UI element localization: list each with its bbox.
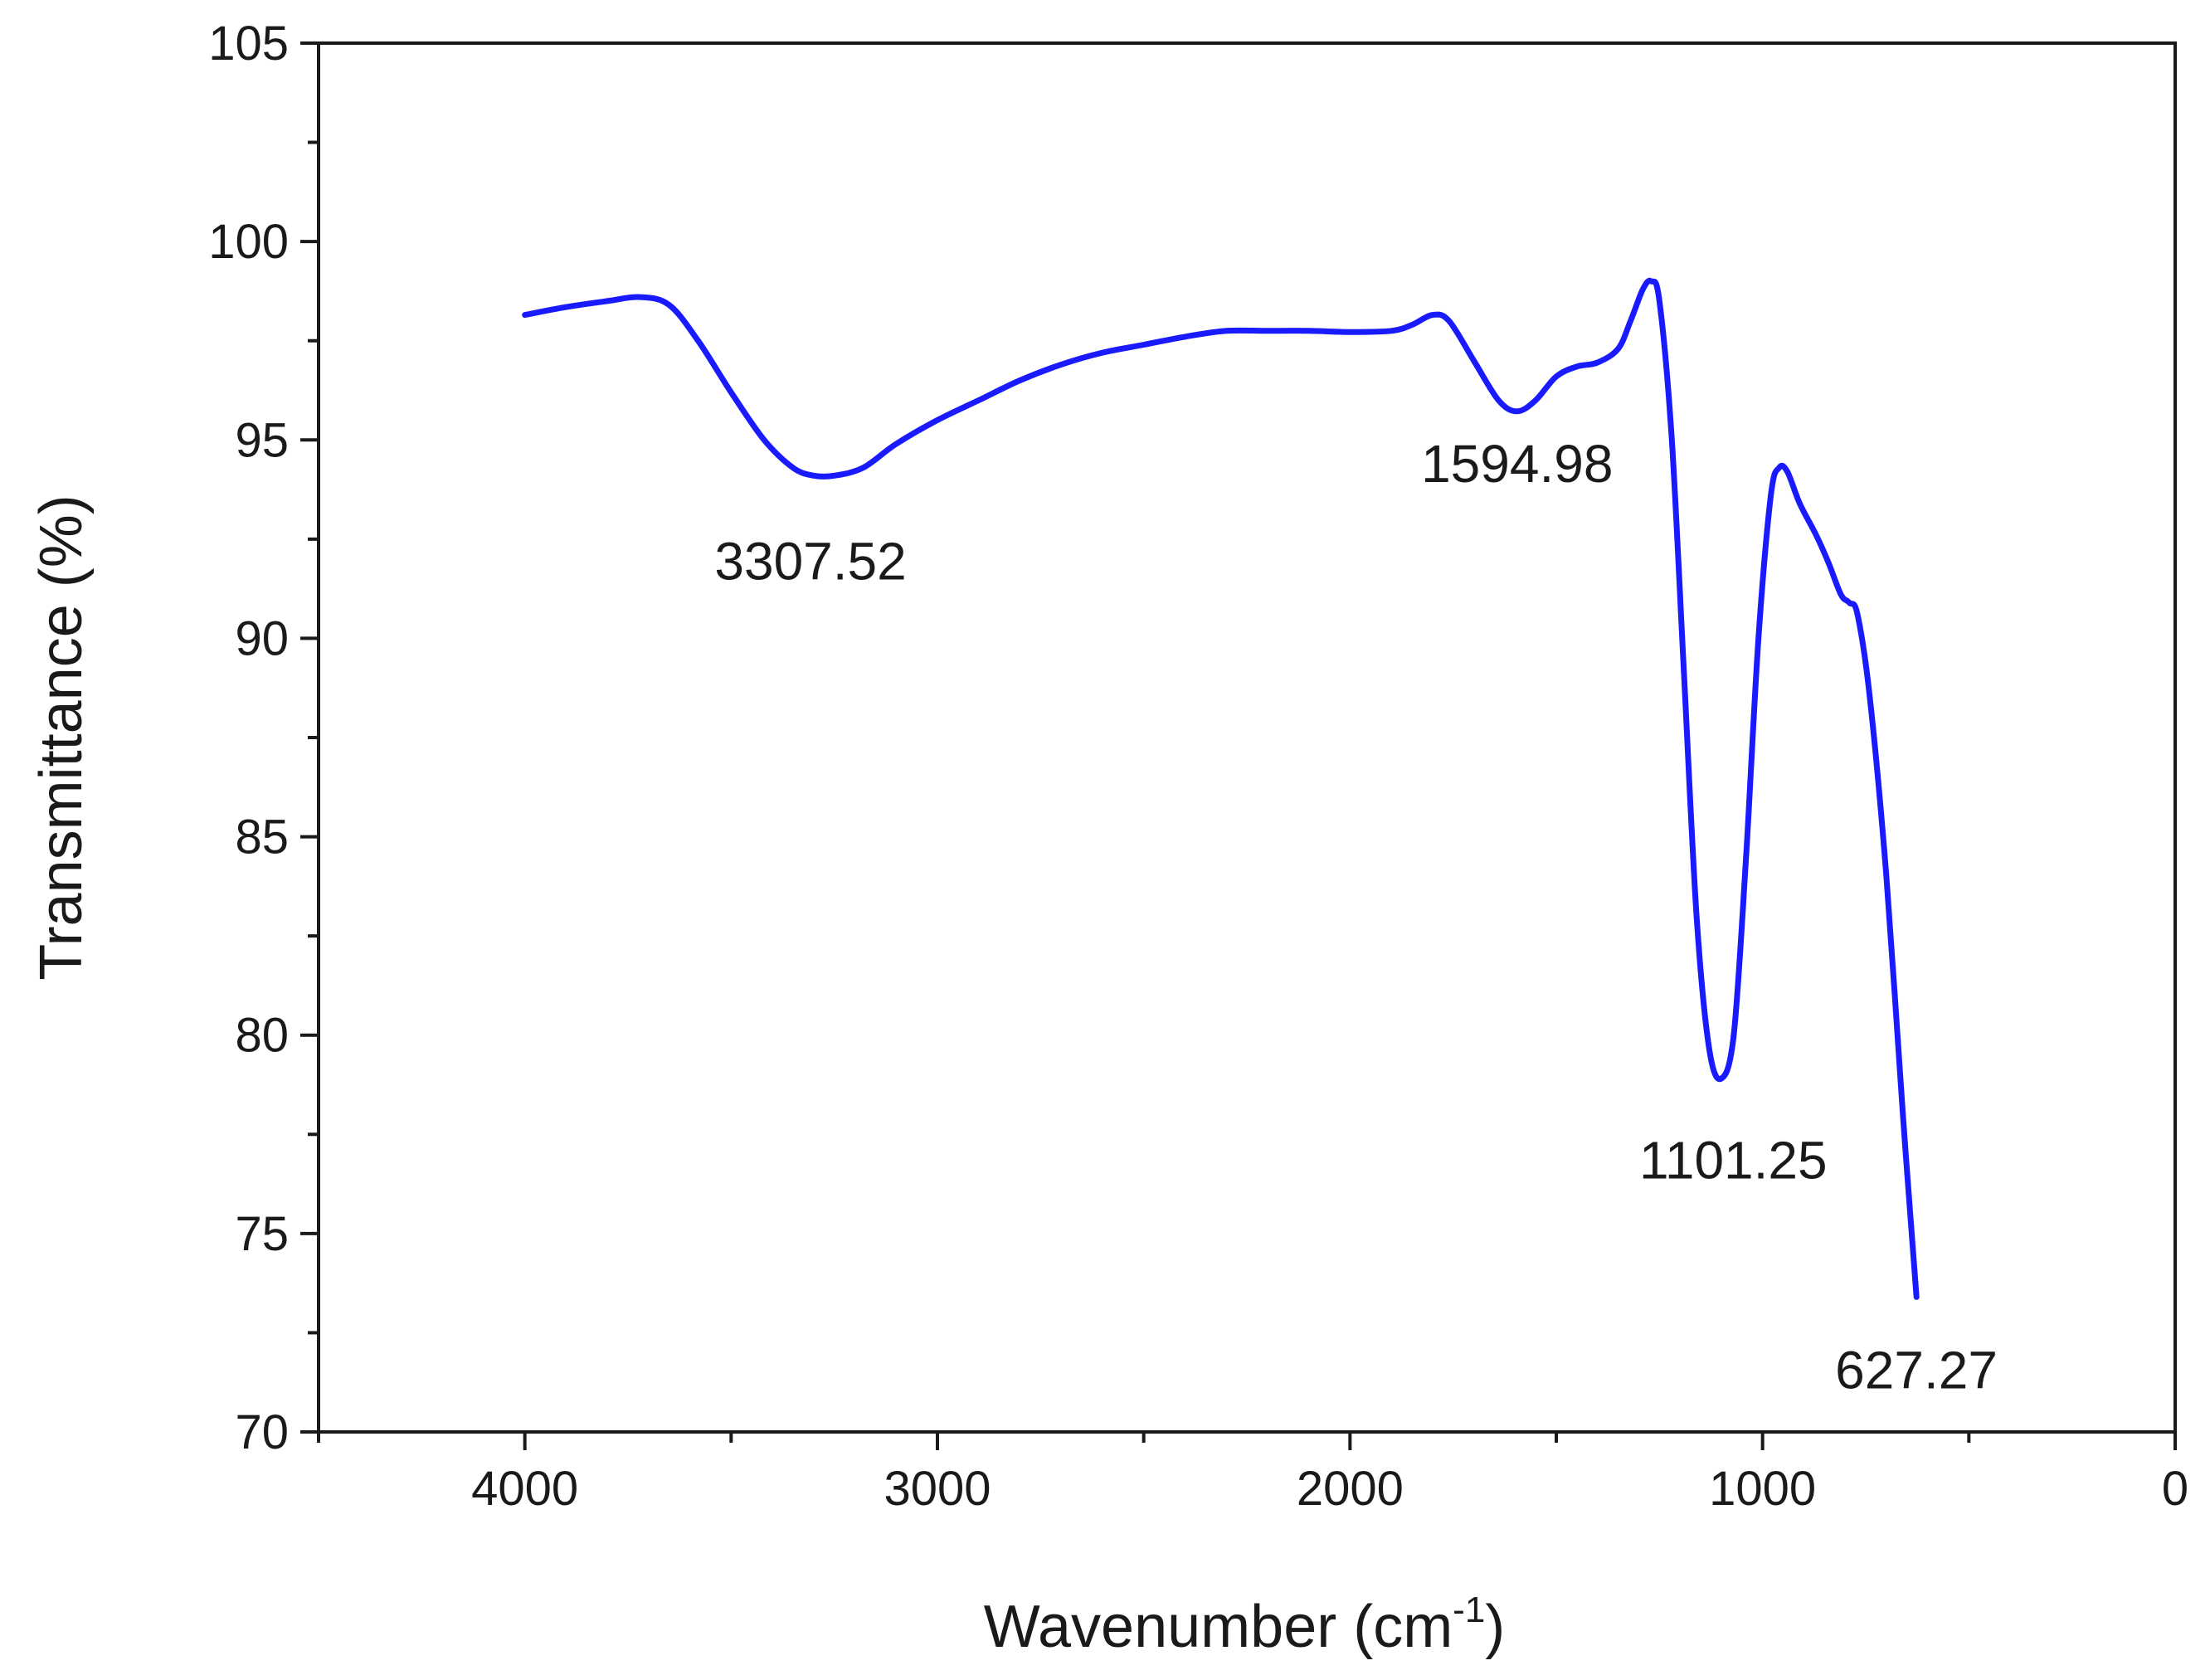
x-axis-title-close: ) — [1485, 1594, 1505, 1660]
y-tick-label: 75 — [235, 1207, 289, 1261]
transmittance-line — [522, 277, 1920, 1300]
x-axis-title-sup: -1 — [1453, 1590, 1485, 1630]
peak-label: 627.27 — [1835, 1340, 1998, 1400]
x-tick-label: 3000 — [884, 1462, 991, 1516]
y-axis-ticks: 70 75 80 85 90 95 100 105 — [208, 17, 319, 1459]
x-axis-ticks: 4000 3000 2000 1000 0 — [317, 1432, 2188, 1516]
x-tick-label: 0 — [2162, 1462, 2188, 1516]
y-tick-label: 105 — [208, 17, 289, 71]
plot-frame — [317, 41, 2177, 1434]
x-tick-label: 4000 — [471, 1462, 578, 1516]
x-tick-label: 2000 — [1297, 1462, 1404, 1516]
y-axis-title: Transmittance (%) — [28, 494, 95, 980]
y-tick-label: 95 — [235, 413, 289, 467]
y-tick-label: 70 — [235, 1405, 289, 1459]
x-axis-title-main: Wavenumber (cm — [984, 1594, 1453, 1660]
x-tick-label: 1000 — [1709, 1462, 1816, 1516]
y-tick-label: 80 — [235, 1009, 289, 1063]
peak-label: 1101.25 — [1639, 1130, 1828, 1190]
y-tick-label: 100 — [208, 215, 289, 269]
peak-label: 3307.52 — [714, 531, 906, 591]
peak-annotations: 3307.52 1594.98 1101.25 627.27 — [714, 434, 1998, 1400]
y-tick-label: 90 — [235, 611, 289, 665]
y-tick-label: 85 — [235, 811, 289, 864]
peak-label: 1594.98 — [1421, 434, 1613, 494]
x-axis-title: Wavenumber (cm-1) — [984, 1590, 1506, 1660]
